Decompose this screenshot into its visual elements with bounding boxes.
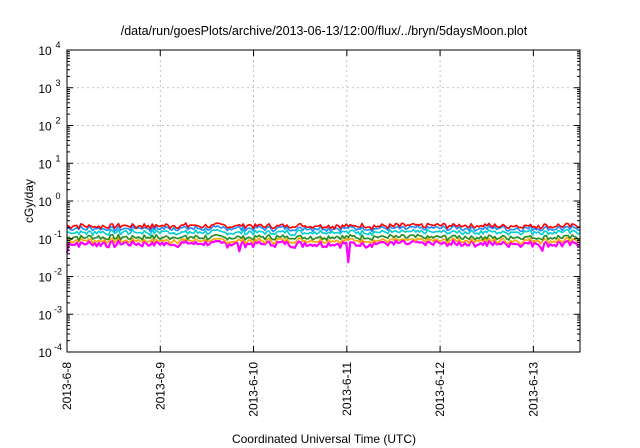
y-tick-label: 10 [38,120,52,134]
y-tick-label: 10 [38,82,52,96]
y-tick-exponent: -4 [54,342,62,352]
series-line [66,236,581,245]
y-tick-label: 10 [38,233,52,247]
y-tick-exponent: -1 [54,229,62,239]
y-tick-exponent: 1 [55,153,60,163]
x-axis-label: Coordinated Universal Time (UTC) [232,432,416,446]
series-line [65,238,581,264]
y-tick-exponent: 4 [55,40,60,50]
x-tick-label: 2013-6-10 [247,362,261,417]
y-tick-exponent: 3 [55,78,60,88]
y-tick-exponent: 0 [55,191,60,201]
y-tick-exponent: -2 [54,267,62,277]
data-series [65,222,581,264]
y-tick-label: 10 [38,271,52,285]
x-axis: 2013-6-8 2013-6-9 2013-6-10 2013-6-11 2013-6… [60,50,540,417]
series-line [66,224,581,233]
y-axis-label: cGy/day [22,179,36,223]
chart-title: /data/run/goesPlots/archive/2013-06-13/1… [121,24,528,38]
y-tick-label: 10 [38,308,52,322]
series-line [66,228,581,237]
y-tick-label: 10 [38,44,52,58]
y-tick-label: 10 [38,195,52,209]
grid-lines [67,50,580,352]
x-tick-label: 2013-6-9 [153,362,167,410]
x-tick-label: 2013-6-8 [60,362,74,410]
x-tick-label: 2013-6-13 [526,362,540,417]
x-tick-label: 2013-6-12 [433,362,447,417]
y-tick-exponent: -3 [54,304,62,314]
y-tick-exponent: 2 [55,116,60,126]
y-tick-label: 10 [38,157,52,171]
series-line [66,222,581,231]
x-tick-label: 2013-6-11 [340,362,354,416]
y-tick-label: 10 [38,346,52,360]
series-line [66,233,581,242]
